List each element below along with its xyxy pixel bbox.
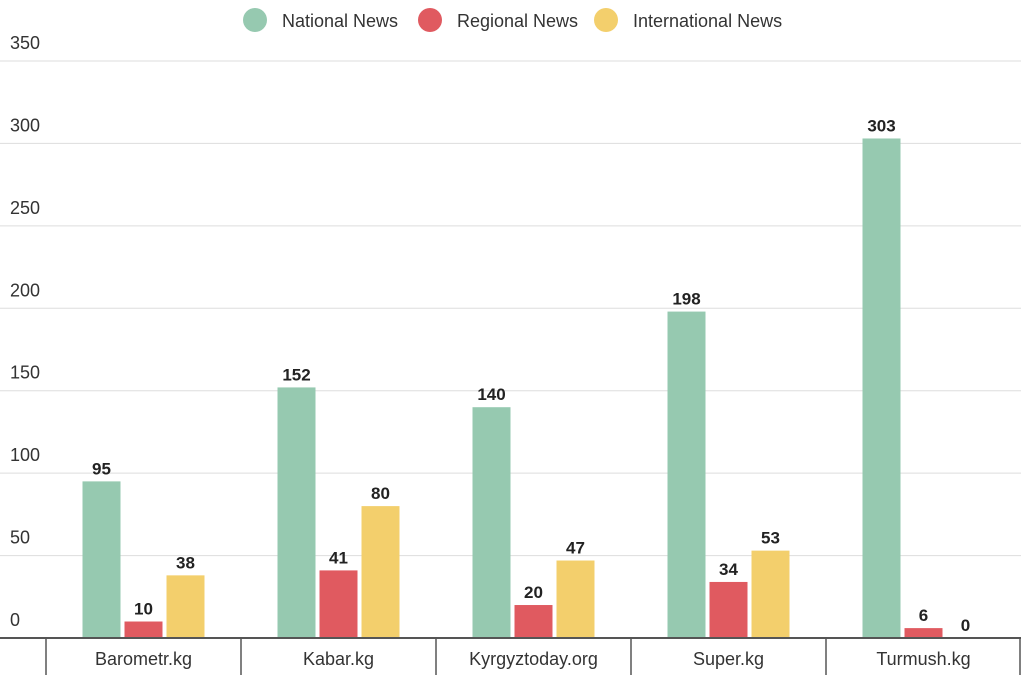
y-tick-label: 150 — [10, 363, 40, 383]
x-tick-label: Kabar.kg — [303, 649, 374, 669]
y-tick-label: 200 — [10, 280, 40, 300]
value-label: 38 — [176, 553, 195, 572]
bar — [277, 387, 316, 638]
value-label: 152 — [282, 365, 310, 384]
x-tick-label: Super.kg — [693, 649, 764, 669]
bar — [514, 605, 553, 638]
legend-label: National News — [282, 11, 398, 31]
x-tick-label: Barometr.kg — [95, 649, 192, 669]
value-label: 47 — [566, 539, 585, 558]
value-label: 0 — [961, 616, 970, 635]
bar — [166, 575, 205, 638]
value-label: 10 — [134, 600, 153, 619]
y-tick-label: 250 — [10, 198, 40, 218]
value-label: 80 — [371, 484, 390, 503]
bar — [751, 550, 790, 638]
value-label: 95 — [92, 459, 111, 478]
bar — [319, 570, 358, 638]
value-label: 198 — [672, 290, 700, 309]
y-tick-label: 50 — [10, 528, 30, 548]
bar — [472, 407, 511, 638]
y-tick-label: 0 — [10, 610, 20, 630]
legend-label: Regional News — [457, 11, 578, 31]
bar — [904, 628, 943, 638]
y-tick-label: 100 — [10, 445, 40, 465]
x-tick-label: Kyrgyztoday.org — [469, 649, 598, 669]
value-label: 34 — [719, 560, 738, 579]
legend-label: International News — [633, 11, 782, 31]
y-tick-label: 350 — [10, 33, 40, 53]
y-tick-label: 300 — [10, 115, 40, 135]
x-tick-label: Turmush.kg — [876, 649, 970, 669]
legend-swatch — [418, 8, 442, 32]
bar — [556, 560, 595, 638]
bar — [361, 506, 400, 638]
value-label: 140 — [477, 385, 505, 404]
bar — [709, 581, 748, 638]
legend-swatch — [594, 8, 618, 32]
value-label: 53 — [761, 529, 780, 548]
bar — [862, 138, 901, 639]
value-label: 303 — [867, 116, 895, 135]
value-label: 6 — [919, 606, 928, 625]
bar — [667, 311, 706, 638]
bar — [82, 481, 121, 638]
value-label: 20 — [524, 583, 543, 602]
bar — [124, 621, 163, 638]
value-label: 41 — [329, 548, 348, 567]
legend-swatch — [243, 8, 267, 32]
